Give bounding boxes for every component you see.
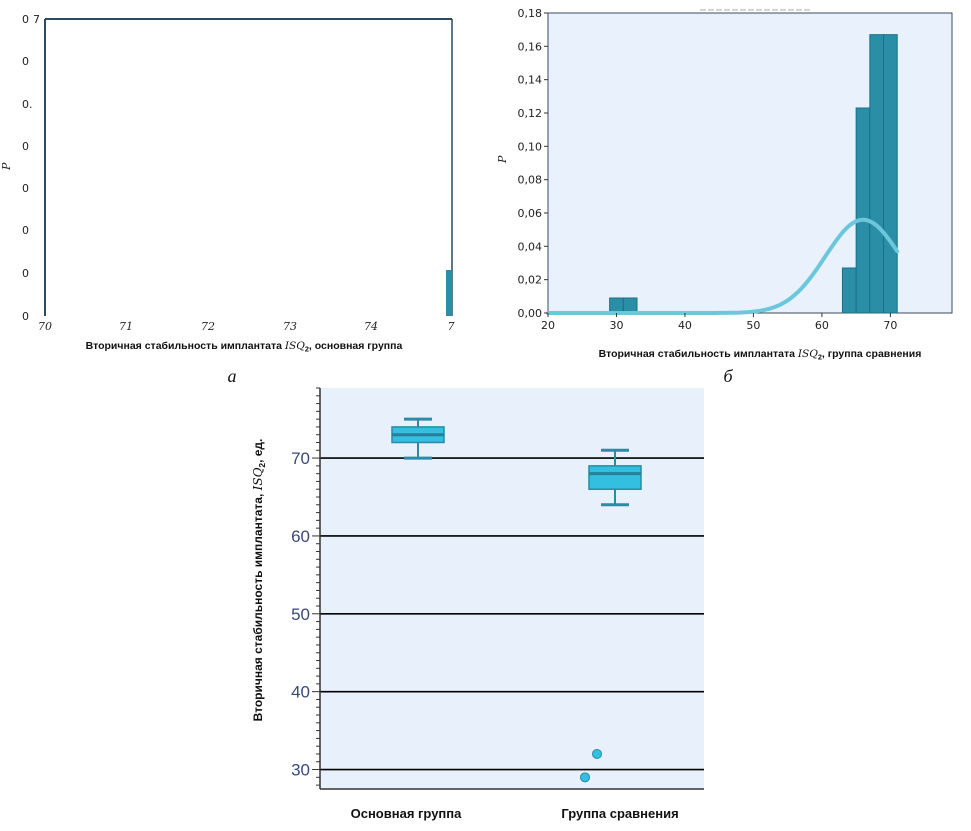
- chart-b-y-tick-label: 0,06: [518, 207, 543, 220]
- chart-box-y-tick-label: 30: [291, 761, 310, 780]
- box-iqr: [588, 465, 642, 490]
- chart-b-y-tick-label: 0,18: [518, 7, 543, 20]
- chart-b-bar: [869, 34, 885, 314]
- chart-a-y-tick-label: 0: [22, 13, 29, 26]
- box-outlier: [592, 748, 602, 759]
- chart-box-y-label-sub: 2: [257, 463, 267, 468]
- chart-box-category-label: Группа сравнения: [561, 806, 678, 821]
- chart-b-bar: [883, 34, 898, 314]
- chart-b-panel-label: б: [723, 366, 733, 386]
- chart-b-y-tick-label: 0,14: [518, 74, 543, 87]
- chart-a-bar: [446, 270, 452, 316]
- chart-b-x-label-var: ISQ: [797, 348, 818, 360]
- chart-a-panel-label: а: [228, 366, 237, 386]
- chart-a-x-tick-label: 71: [119, 320, 133, 333]
- chart-box-y-label-text: Вторичная стабильность имплантата,: [251, 490, 265, 721]
- chart-box-y-tick-label: 60: [291, 527, 310, 546]
- chart-a-y-tick-label: 0: [22, 55, 29, 68]
- chart-box-y-tick-label: 50: [291, 605, 310, 624]
- chart-b-x-tick-label: 60: [815, 319, 829, 332]
- chart-a-y-tick-label: 0: [22, 224, 29, 237]
- chart-b: 20 30 40 50 60 70 0,00 0,02 0,04 0,06 0,08 0,10 0,12…: [496, 7, 953, 386]
- chart-box-y-label-suffix: , ед.: [251, 439, 265, 463]
- chart-b-y-tick-label: 0,16: [518, 40, 543, 53]
- chart-a-x-label: Вторичная стабильность имплантата ISQ2, …: [86, 340, 403, 354]
- chart-a-x-label-text: Вторичная стабильность имплантата: [86, 340, 285, 352]
- chart-a-x-label-suffix: , основная группа: [309, 340, 403, 352]
- chart-a-x-label-sub: 2: [305, 345, 309, 354]
- chart-b-x-label: Вторичная стабильность имплантата ISQ2, …: [599, 348, 922, 362]
- chart-a-y-tick-label: 0.: [22, 98, 33, 111]
- chart-box: 30 40 50 60 70 Основная группа Группа сравнени…: [251, 387, 704, 821]
- chart-b-bar: [855, 107, 871, 314]
- chart-b-y-label: P: [496, 155, 509, 164]
- chart-b-x-tick-label: 50: [746, 319, 760, 332]
- chart-a-x-tick-label: 70: [38, 320, 52, 333]
- chart-b-x-label-text: Вторичная стабильность имплантата: [599, 348, 798, 360]
- chart-a-y-tick-label: 0: [22, 182, 29, 195]
- chart-b-y-tick-label: 0,12: [518, 107, 543, 120]
- chart-b-x-label-suffix: , группа сравнения: [822, 348, 921, 360]
- chart-box-category-label: Основная группа: [351, 806, 463, 821]
- chart-b-x-label-sub: 2: [818, 353, 822, 362]
- chart-a-plot-area: [45, 19, 452, 316]
- chart-b-y-tick-label: 0,00: [518, 307, 543, 320]
- chart-box-y-tick-label: 40: [291, 683, 310, 702]
- chart-a-x-tick-label: 72: [201, 320, 215, 333]
- chart-box-plot-area: [320, 388, 704, 789]
- chart-box-y-label: Вторичная стабильность имплантата, ISQ2,…: [251, 439, 267, 722]
- chart-b-x-tick-label: 70: [883, 319, 897, 332]
- chart-a-x-tick-label: 74: [364, 320, 378, 333]
- chart-a-x-tick-label: 7: [448, 320, 455, 333]
- chart-b-bar: [622, 297, 638, 314]
- chart-box-y-label-var: ISQ: [251, 467, 265, 491]
- chart-a-y-tick-label: 0: [22, 267, 29, 280]
- chart-b-bar: [841, 267, 857, 314]
- chart-b-density-curve: [546, 217, 900, 315]
- chart-b-y-tick-label: 0,02: [518, 274, 543, 287]
- chart-b-x-tick-label: 30: [609, 319, 623, 332]
- chart-box-y-tick-label: 70: [291, 449, 310, 468]
- box-outlier: [580, 772, 590, 783]
- chart-a-y-label: P: [0, 162, 13, 171]
- chart-a-y-tick-label: 0: [22, 140, 29, 153]
- chart-b-y-tick-label: 0,10: [518, 140, 543, 153]
- chart-b-bar: [609, 297, 624, 314]
- chart-b-y-tick-label: 0,04: [518, 240, 543, 253]
- chart-b-x-tick-label: 40: [678, 319, 692, 332]
- chart-b-y-tick-label: 0,08: [518, 174, 543, 187]
- chart-a-y-tick-label: 0: [22, 310, 29, 323]
- chart-a-x-label-var: ISQ: [284, 340, 305, 352]
- chart-a-y-tick-label: 7: [33, 13, 40, 26]
- chart-a-x-tick-label: 73: [283, 320, 297, 333]
- chart-b-x-tick-label: 20: [541, 319, 555, 332]
